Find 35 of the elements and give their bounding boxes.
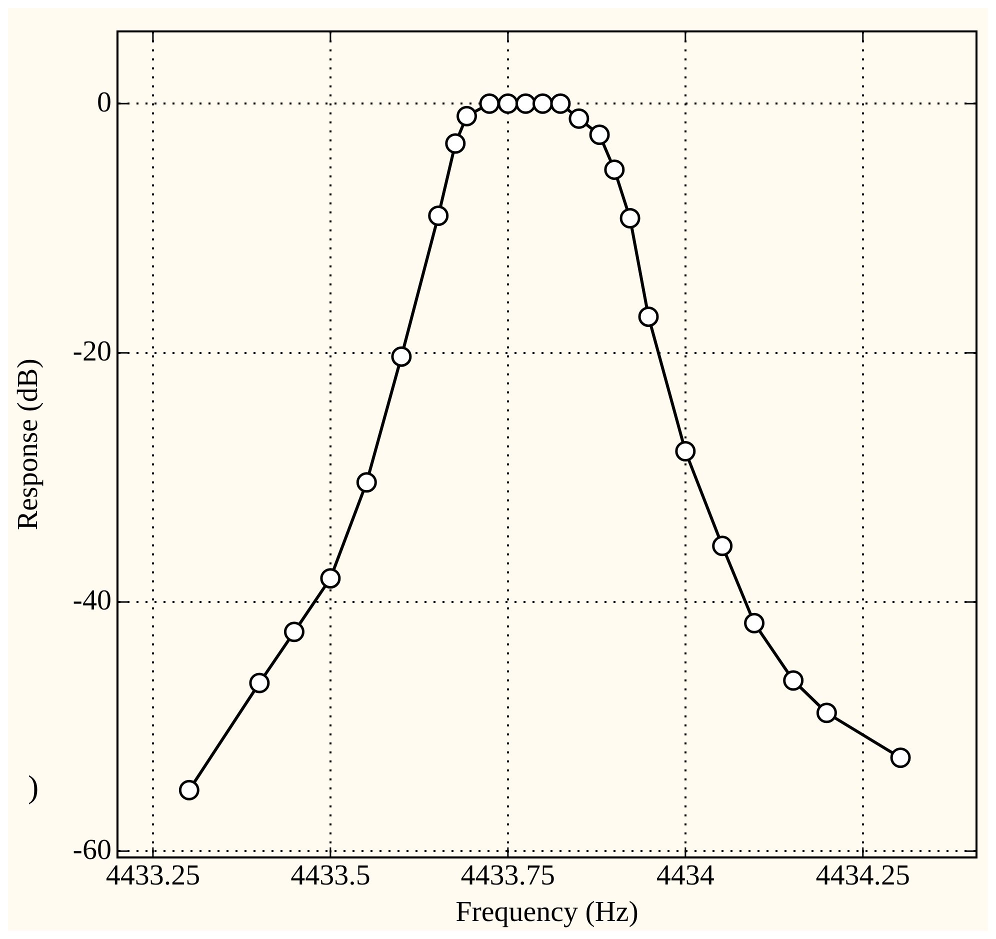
point bbox=[456, 106, 478, 126]
point bbox=[391, 346, 412, 367]
point bbox=[320, 568, 341, 589]
y-tick-label: 0 bbox=[96, 86, 112, 118]
y-axis-title: Response (dB) bbox=[12, 358, 44, 530]
point bbox=[620, 208, 640, 229]
point bbox=[638, 306, 659, 327]
point bbox=[284, 622, 304, 642]
x-axis-title: Frequency (Hz) bbox=[456, 896, 638, 928]
y-tick-label: -20 bbox=[72, 335, 112, 368]
y-tick-label: -40 bbox=[72, 584, 112, 617]
x-tick-label: 4433.75 bbox=[460, 859, 556, 892]
point bbox=[744, 612, 765, 634]
point bbox=[356, 472, 377, 493]
point bbox=[816, 702, 837, 724]
x-tick-label: 4433.5 bbox=[290, 859, 370, 892]
point bbox=[515, 93, 536, 114]
point bbox=[445, 133, 466, 154]
point bbox=[890, 747, 911, 768]
point bbox=[428, 206, 449, 226]
point bbox=[249, 672, 270, 694]
point bbox=[550, 93, 571, 114]
point bbox=[479, 93, 500, 114]
point bbox=[498, 93, 518, 114]
text: ) bbox=[28, 768, 39, 804]
x-tick-label: 4434.25 bbox=[816, 859, 910, 892]
point bbox=[532, 93, 553, 114]
point bbox=[604, 159, 625, 180]
point bbox=[589, 124, 610, 146]
point bbox=[568, 108, 590, 129]
point bbox=[712, 536, 733, 556]
x-tick-label: 4434 bbox=[656, 859, 715, 892]
point bbox=[178, 780, 200, 800]
point bbox=[783, 670, 804, 691]
point bbox=[675, 441, 696, 462]
